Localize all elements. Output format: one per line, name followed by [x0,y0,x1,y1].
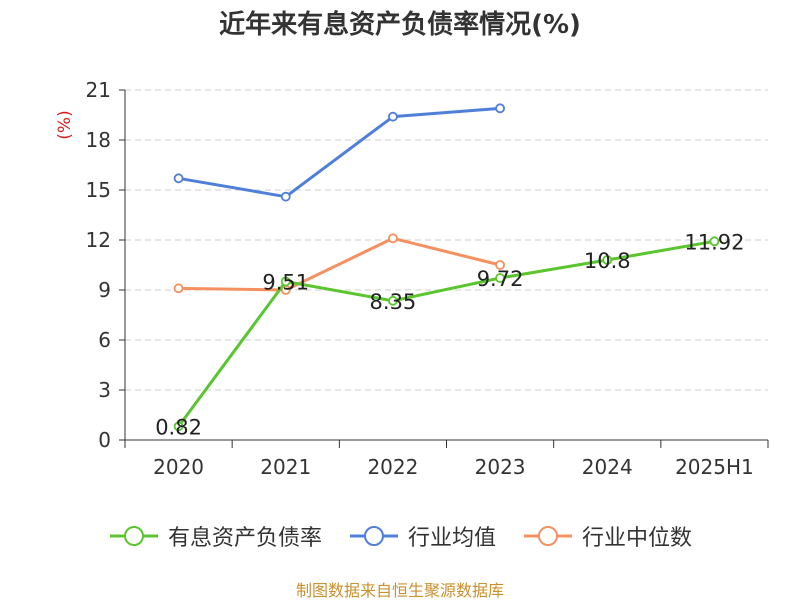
chart-title: 近年来有息资产负债率情况(%) [219,10,581,40]
data-label: 10.8 [584,249,631,273]
data-point [280,191,291,202]
data-point [495,273,505,283]
data-label: 9.72 [477,267,524,291]
y-tick-label: 6 [98,328,111,352]
y-tick-label: 3 [98,378,111,402]
legend: 有息资产负债率 行业均值 行业中位数 [0,520,800,552]
data-point [495,103,505,114]
data-point [173,421,184,432]
source-note: 制图数据来自恒生聚源数据库 [295,581,504,600]
x-tick-label: 2023 [475,455,526,479]
legend-marker-icon [349,526,398,546]
x-tick-label: 2025H1 [675,455,754,479]
legend-label: 行业均值 [407,526,496,551]
series-line [178,236,501,292]
data-label: 11.92 [684,230,744,254]
y-tick-label: 9 [98,278,111,302]
data-label: 0.82 [155,415,202,439]
legend-item[interactable]: 有息资产负债率 [108,520,322,552]
series-line [178,106,501,199]
data-point [173,173,184,184]
data-point [173,283,184,294]
data-point [280,276,291,287]
x-tick-label: 2022 [367,455,418,479]
y-tick-label: 15 [86,178,111,202]
data-point [495,260,505,270]
data-point [388,295,398,306]
data-point [709,236,720,247]
data-point [388,233,398,244]
data-label: 8.35 [370,290,417,314]
series-line [177,239,715,428]
legend-item[interactable]: 行业均值 [348,520,496,552]
legend-item[interactable]: 行业中位数 [522,520,692,552]
x-tick-label: 2020 [153,455,204,479]
y-tick-label: 0 [98,428,111,452]
legend-label: 行业中位数 [582,526,693,551]
y-tick-label: 21 [86,78,111,102]
y-axis-label: (%) [55,110,75,139]
x-tick-label: 2024 [582,455,633,479]
data-point [388,111,398,122]
legend-marker-icon [524,526,572,546]
y-tick-label: 12 [86,228,111,252]
legend-label: 有息资产负债率 [167,526,322,551]
legend-marker-icon [109,526,158,546]
data-point [602,255,613,265]
x-tick-label: 2021 [260,455,311,479]
y-tick-label: 18 [86,128,111,152]
data-label: 9.51 [262,271,309,295]
